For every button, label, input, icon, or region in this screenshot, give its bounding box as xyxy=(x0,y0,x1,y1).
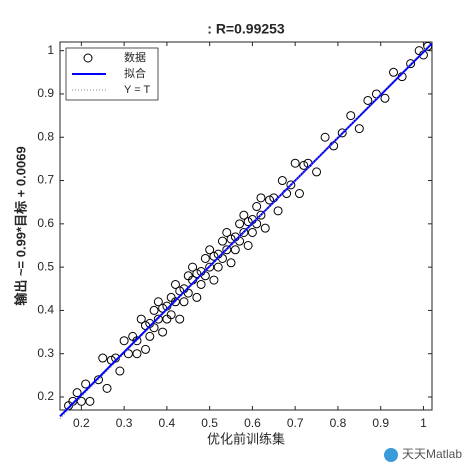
y-tick-label: 0.3 xyxy=(37,346,54,360)
data-point xyxy=(286,180,296,190)
data-point xyxy=(243,240,253,250)
y-tick-label: 0.6 xyxy=(37,216,54,230)
data-point xyxy=(153,314,163,324)
x-axis-label: 优化前训练集 xyxy=(207,431,285,446)
data-point xyxy=(145,331,155,341)
y-tick-label: 0.7 xyxy=(37,173,54,187)
data-point xyxy=(389,67,399,77)
x-tick-label: 0.7 xyxy=(287,416,304,430)
y-tick-label: 0.8 xyxy=(37,129,54,143)
data-point xyxy=(226,258,236,268)
data-point xyxy=(158,327,168,337)
data-point xyxy=(136,314,146,324)
data-point xyxy=(363,95,373,105)
data-point xyxy=(354,124,364,134)
data-point xyxy=(209,275,219,285)
plot-area xyxy=(59,41,433,411)
data-point xyxy=(273,206,283,216)
y-tick-label: 0.2 xyxy=(37,389,54,403)
x-tick-label: 0.4 xyxy=(159,416,176,430)
data-point xyxy=(406,59,416,69)
data-point xyxy=(239,210,249,220)
x-tick-label: 0.8 xyxy=(330,416,347,430)
legend-marker xyxy=(83,53,93,63)
data-point xyxy=(222,245,232,255)
data-point xyxy=(235,219,245,229)
data-point xyxy=(141,344,151,354)
data-point xyxy=(346,111,356,121)
x-tick-label: 0.5 xyxy=(201,416,218,430)
data-point xyxy=(149,323,159,333)
watermark-icon xyxy=(384,448,398,462)
data-point xyxy=(380,93,390,103)
data-point xyxy=(102,383,112,393)
y-axis-label: 输出 ~= 0.99*目标 + 0.0069 xyxy=(13,146,28,305)
data-point xyxy=(209,251,219,261)
data-point xyxy=(170,279,180,289)
data-point xyxy=(192,292,202,302)
data-point xyxy=(247,227,257,237)
data-point xyxy=(213,262,223,272)
data-point xyxy=(217,236,227,246)
data-point xyxy=(290,158,300,168)
x-tick-label: 0.2 xyxy=(73,416,90,430)
fit-line xyxy=(59,42,433,418)
y-tick-label: 1 xyxy=(47,43,54,57)
data-point xyxy=(299,160,309,170)
data-point xyxy=(81,379,91,389)
legend-label: 拟合 xyxy=(124,66,146,80)
data-point xyxy=(166,310,176,320)
data-point xyxy=(243,217,253,227)
data-point xyxy=(423,41,433,51)
data-point xyxy=(239,227,249,237)
data-point xyxy=(170,297,180,307)
data-point xyxy=(93,375,103,385)
data-point xyxy=(265,195,275,205)
x-tick-label: 1 xyxy=(420,416,427,430)
data-point xyxy=(149,305,159,315)
watermark: 天天Matlab xyxy=(402,447,462,461)
data-point xyxy=(98,353,108,363)
data-point xyxy=(256,210,266,220)
data-point xyxy=(222,227,232,237)
data-point xyxy=(119,336,129,346)
data-point xyxy=(277,176,287,186)
data-point xyxy=(123,349,133,359)
y-tick-label: 0.5 xyxy=(37,259,54,273)
data-point xyxy=(179,297,189,307)
data-point xyxy=(132,349,142,359)
data-point xyxy=(337,128,347,138)
data-point xyxy=(294,189,304,199)
y-tick-label: 0.4 xyxy=(37,303,54,317)
data-point xyxy=(188,262,198,272)
data-point xyxy=(226,234,236,244)
x-tick-label: 0.6 xyxy=(244,416,261,430)
x-tick-label: 0.9 xyxy=(372,416,389,430)
data-point xyxy=(192,269,202,279)
data-point xyxy=(72,388,82,398)
data-point xyxy=(252,202,262,212)
x-tick-label: 0.3 xyxy=(116,416,133,430)
data-point xyxy=(200,253,210,263)
data-point xyxy=(85,396,95,406)
data-point xyxy=(196,279,206,289)
data-point xyxy=(115,366,125,376)
data-point xyxy=(153,297,163,307)
data-point xyxy=(312,167,322,177)
legend-label: 数据 xyxy=(124,50,146,64)
data-point xyxy=(320,132,330,142)
data-point xyxy=(175,314,185,324)
chart-title: : R=0.99253 xyxy=(207,21,285,37)
data-point xyxy=(260,223,270,233)
data-point xyxy=(205,262,215,272)
y-tick-label: 0.9 xyxy=(37,86,54,100)
data-point xyxy=(205,245,215,255)
data-point xyxy=(256,193,266,203)
legend-label: Y = T xyxy=(124,84,150,96)
identity-line xyxy=(59,41,433,420)
data-point xyxy=(230,245,240,255)
data-point xyxy=(132,336,142,346)
